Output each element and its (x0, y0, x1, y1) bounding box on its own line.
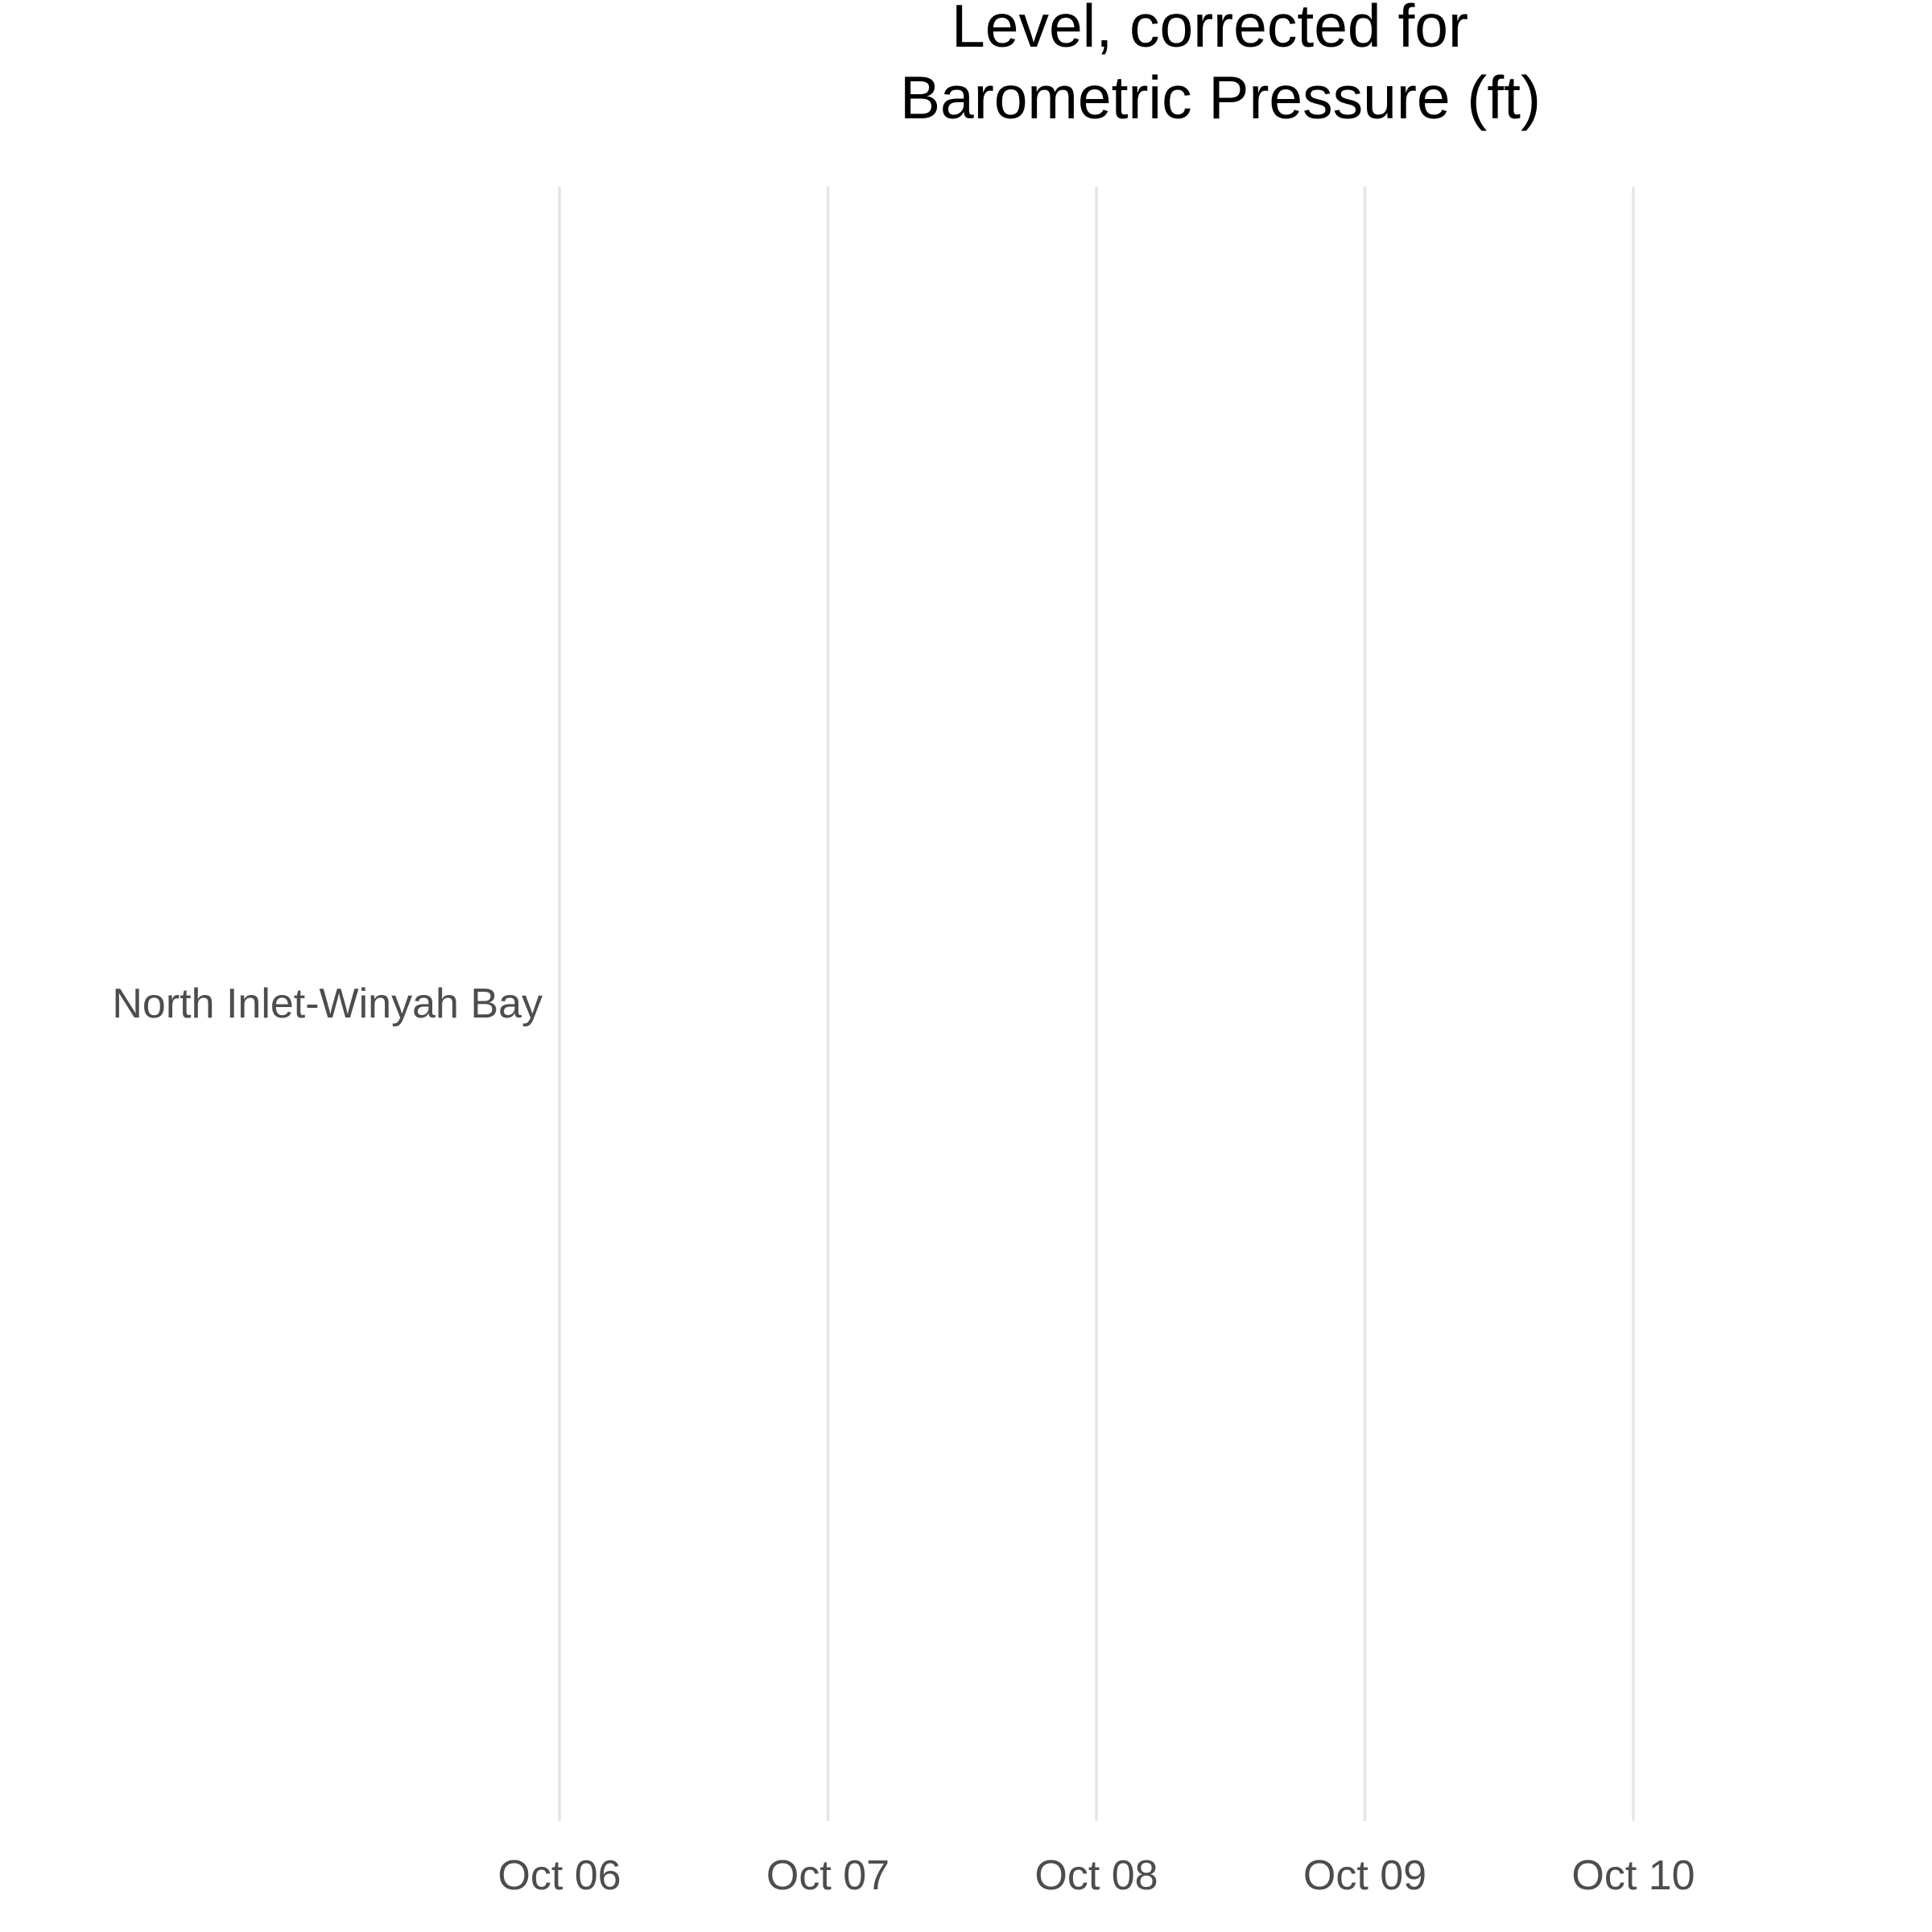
x-tick-label: Oct 10 (1571, 1852, 1695, 1899)
chart-title-line-2: Barometric Pressure (ft) (900, 64, 1541, 131)
x-gridlines (558, 187, 1635, 1821)
x-axis-tick-labels: Oct 06 Oct 07 Oct 08 Oct 09 Oct 10 (497, 1852, 1695, 1899)
x-tick-label: Oct 06 (497, 1852, 621, 1899)
y-tick-label: North Inlet-Winyah Bay (112, 980, 543, 1027)
x-tick-label: Oct 07 (766, 1852, 890, 1899)
x-tick-label: Oct 08 (1034, 1852, 1158, 1899)
chart-title-line-1: Level, corrected for (952, 0, 1468, 60)
x-tick-label: Oct 09 (1303, 1852, 1426, 1899)
y-axis-tick-labels: North Inlet-Winyah Bay (112, 980, 543, 1027)
chart-title: Level, corrected for Barometric Pressure… (900, 0, 1541, 131)
